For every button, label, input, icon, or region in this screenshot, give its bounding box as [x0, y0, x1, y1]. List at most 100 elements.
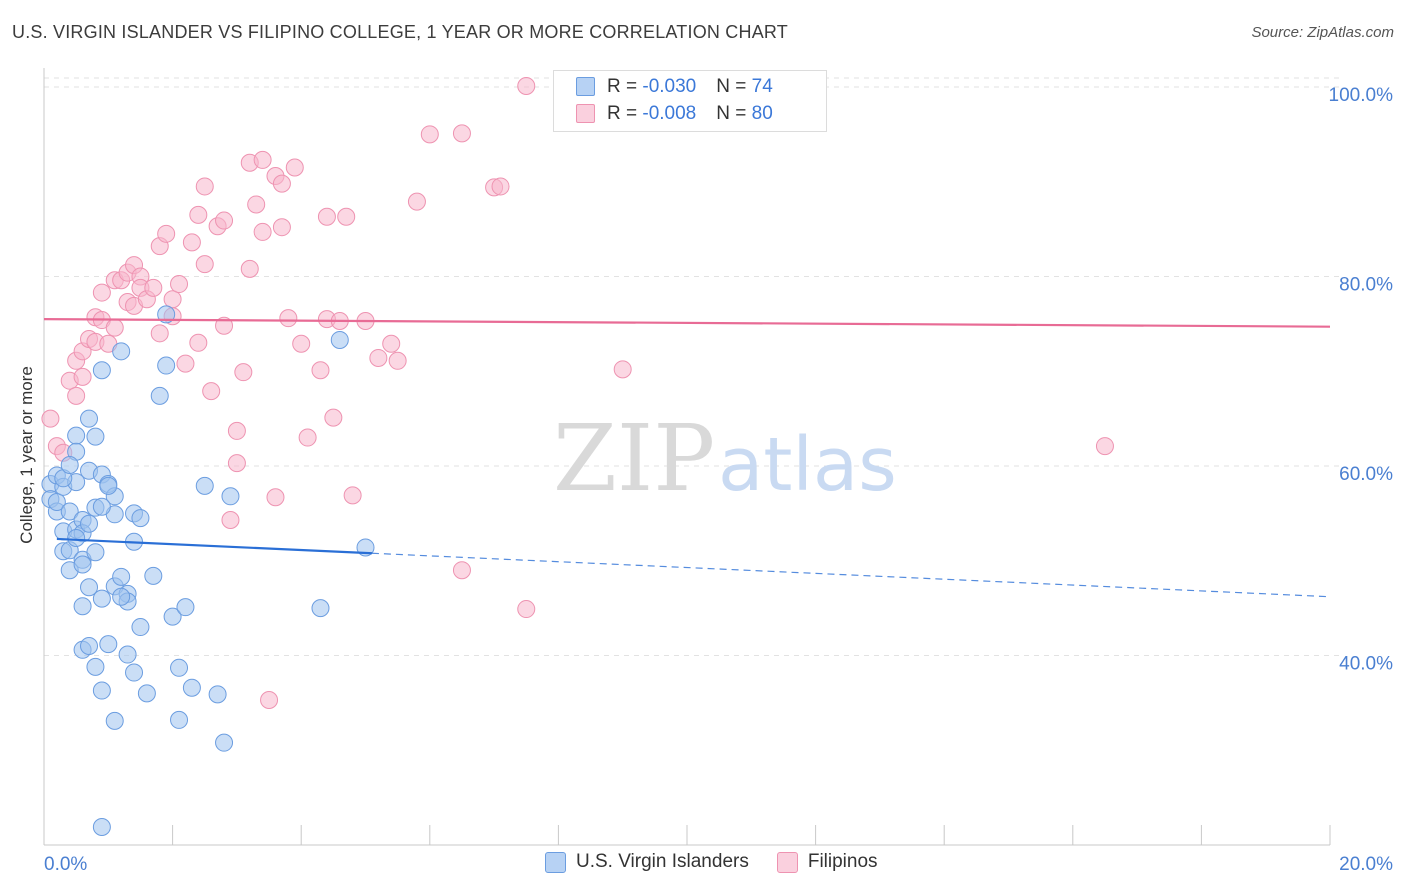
- data-point: [47, 492, 66, 511]
- data-point: [324, 408, 343, 427]
- data-point: [195, 255, 214, 274]
- data-point: [118, 645, 137, 664]
- data-point: [80, 409, 99, 428]
- legend-swatch-pink: [576, 104, 595, 123]
- data-point: [388, 351, 407, 370]
- trend-line-blue: [56, 537, 372, 555]
- series-legend-pink: Filipinos: [776, 851, 878, 873]
- data-point: [67, 528, 86, 547]
- data-point: [112, 342, 131, 361]
- data-point: [86, 657, 105, 676]
- data-point: [92, 681, 111, 700]
- data-point: [92, 817, 111, 836]
- source-label: Source: ZipAtlas.com: [1251, 24, 1394, 41]
- data-point: [189, 333, 208, 352]
- data-point: [170, 658, 189, 677]
- legend-swatch-blue: [576, 77, 595, 96]
- y-tick-label: 100.0%: [1329, 85, 1394, 106]
- legend-row-pink: R = -0.008 N = 80: [576, 100, 773, 127]
- data-point: [452, 124, 471, 143]
- data-point: [613, 360, 632, 379]
- data-point: [221, 487, 240, 506]
- data-point: [369, 348, 388, 367]
- data-point: [67, 386, 86, 405]
- data-point: [163, 607, 182, 626]
- data-point: [73, 555, 92, 574]
- legend-r-label: R =: [607, 102, 643, 124]
- series-legend: U.S. Virgin Islanders Filipinos: [545, 851, 906, 873]
- data-point: [517, 600, 536, 619]
- y-tick-label: 80.0%: [1339, 274, 1393, 295]
- series-label-pink: Filipinos: [807, 851, 878, 872]
- trend-line-blue-extension: [371, 552, 1331, 598]
- data-point: [131, 618, 150, 637]
- data-point: [112, 567, 131, 586]
- data-point: [298, 428, 317, 447]
- data-point: [60, 456, 79, 475]
- data-point: [131, 509, 150, 528]
- data-point: [41, 409, 60, 428]
- filipinos-points: [41, 77, 1114, 710]
- data-point: [176, 598, 195, 617]
- legend-n-value: 74: [751, 75, 773, 97]
- data-point: [99, 635, 118, 654]
- data-point: [125, 663, 144, 682]
- data-point: [92, 497, 111, 516]
- data-point: [266, 488, 285, 507]
- data-point: [221, 510, 240, 529]
- data-point: [215, 733, 234, 752]
- data-point: [215, 316, 234, 335]
- data-point: [80, 514, 99, 533]
- data-point: [292, 334, 311, 353]
- data-point: [208, 685, 227, 704]
- data-point: [1095, 437, 1114, 456]
- data-point: [92, 361, 111, 380]
- data-point: [157, 356, 176, 375]
- data-point: [285, 158, 304, 177]
- data-point: [317, 207, 336, 226]
- data-point: [272, 174, 291, 193]
- x-tick-label-right: 20.0%: [1339, 854, 1393, 875]
- data-point: [170, 710, 189, 729]
- data-point: [170, 275, 189, 294]
- watermark-atlas: atlas: [718, 422, 897, 508]
- data-point: [227, 421, 246, 440]
- data-point: [247, 195, 266, 214]
- data-point: [67, 426, 86, 445]
- data-point: [420, 125, 439, 144]
- data-point: [150, 386, 169, 405]
- series-legend-blue: U.S. Virgin Islanders: [545, 851, 749, 873]
- chart-title: U.S. VIRGIN ISLANDER VS FILIPINO COLLEGE…: [12, 22, 788, 42]
- data-point: [272, 218, 291, 237]
- legend-r-label: R =: [607, 75, 643, 97]
- data-point: [105, 711, 124, 730]
- data-point: [80, 578, 99, 597]
- data-point: [92, 283, 111, 302]
- data-point: [279, 309, 298, 328]
- data-point: [176, 354, 195, 373]
- legend-n-label: N =: [716, 75, 752, 97]
- data-point: [99, 476, 118, 495]
- series-swatch-blue: [545, 851, 566, 873]
- data-point: [182, 678, 201, 697]
- data-point: [330, 330, 349, 349]
- watermark-zip: ZIP: [553, 405, 715, 512]
- data-point: [227, 454, 246, 473]
- data-point: [163, 290, 182, 309]
- data-point: [311, 361, 330, 380]
- data-point: [73, 367, 92, 386]
- data-point: [311, 599, 330, 618]
- data-point: [253, 222, 272, 241]
- data-point: [112, 587, 131, 606]
- data-point: [234, 363, 253, 382]
- correlation-legend: R = -0.030 N = 74 R = -0.008 N = 80: [553, 70, 827, 132]
- data-point: [157, 305, 176, 324]
- x-tick-label-left: 0.0%: [44, 854, 87, 875]
- data-point: [157, 224, 176, 243]
- data-point: [105, 318, 124, 337]
- data-point: [195, 476, 214, 495]
- watermark: ZIP atlas: [553, 405, 897, 512]
- legend-r-value: -0.030: [642, 75, 697, 97]
- data-point: [182, 233, 201, 252]
